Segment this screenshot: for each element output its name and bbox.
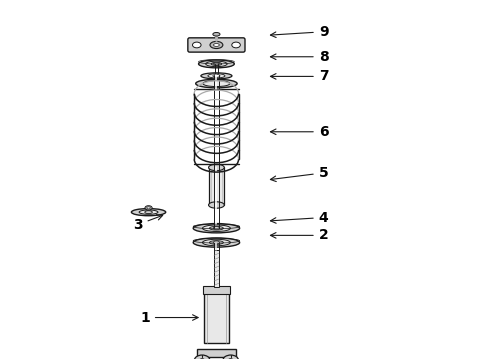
Ellipse shape bbox=[198, 60, 234, 68]
Text: 8: 8 bbox=[270, 50, 328, 64]
Text: 2: 2 bbox=[270, 228, 328, 242]
Ellipse shape bbox=[209, 240, 223, 244]
Ellipse shape bbox=[201, 73, 232, 79]
Ellipse shape bbox=[139, 210, 158, 214]
Ellipse shape bbox=[131, 208, 166, 216]
Ellipse shape bbox=[193, 42, 201, 48]
Ellipse shape bbox=[211, 62, 222, 66]
Ellipse shape bbox=[203, 81, 230, 86]
Ellipse shape bbox=[214, 63, 220, 65]
Ellipse shape bbox=[202, 225, 230, 231]
FancyBboxPatch shape bbox=[188, 38, 245, 52]
Ellipse shape bbox=[194, 355, 210, 360]
Text: 7: 7 bbox=[270, 69, 328, 84]
Ellipse shape bbox=[213, 75, 220, 77]
Ellipse shape bbox=[208, 74, 225, 78]
Ellipse shape bbox=[232, 42, 241, 48]
Ellipse shape bbox=[223, 355, 239, 360]
Text: 9: 9 bbox=[270, 25, 328, 39]
Ellipse shape bbox=[213, 227, 220, 230]
Ellipse shape bbox=[228, 359, 233, 360]
Text: 3: 3 bbox=[133, 215, 163, 231]
Ellipse shape bbox=[199, 359, 205, 360]
Bar bbox=[214, 249, 219, 287]
Ellipse shape bbox=[214, 44, 220, 46]
Bar bbox=[197, 349, 236, 357]
Ellipse shape bbox=[209, 226, 223, 230]
Bar bbox=[204, 289, 229, 342]
Ellipse shape bbox=[196, 79, 237, 88]
Text: 4: 4 bbox=[270, 211, 328, 225]
Ellipse shape bbox=[147, 207, 150, 209]
Text: 5: 5 bbox=[270, 166, 328, 181]
Ellipse shape bbox=[210, 41, 223, 49]
Ellipse shape bbox=[213, 32, 220, 36]
Text: 1: 1 bbox=[140, 311, 198, 324]
Ellipse shape bbox=[213, 241, 220, 244]
Bar bbox=[209, 167, 224, 205]
Ellipse shape bbox=[193, 224, 240, 233]
Bar bbox=[203, 286, 230, 294]
Text: 6: 6 bbox=[270, 125, 328, 139]
Ellipse shape bbox=[206, 61, 227, 67]
Ellipse shape bbox=[202, 239, 230, 246]
Ellipse shape bbox=[209, 202, 224, 208]
Ellipse shape bbox=[193, 238, 240, 247]
Ellipse shape bbox=[145, 211, 152, 213]
Ellipse shape bbox=[145, 206, 152, 210]
Ellipse shape bbox=[209, 164, 224, 171]
